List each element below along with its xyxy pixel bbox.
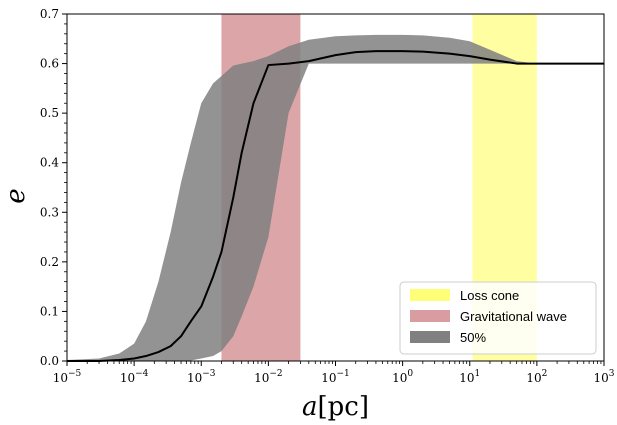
legend-swatch xyxy=(410,331,450,343)
median-line-layer xyxy=(67,50,604,362)
legend-label: Gravitational wave xyxy=(460,309,567,324)
x-tick-label: 100 xyxy=(392,369,413,385)
y-tick-label: 0.6 xyxy=(40,57,59,71)
y-tick-label: 0.4 xyxy=(40,156,59,170)
band-50pct xyxy=(67,34,604,361)
x-tick-label: 103 xyxy=(593,369,614,385)
x-tick-label: 102 xyxy=(526,369,547,385)
axis-ticks: 10−5 10−4 10−3 10−2 10−1 100 101 102 103 0.0 0.1 0.… xyxy=(40,7,615,385)
legend-label: 50% xyxy=(460,330,486,345)
y-tick-label: 0.2 xyxy=(40,255,59,269)
x-axis-label-unit: [pc] xyxy=(318,392,370,422)
y-tick-label: 0.3 xyxy=(40,205,59,219)
x-tick-label: 10−5 xyxy=(53,369,82,385)
legend-swatch xyxy=(410,289,450,301)
band-50pct-area xyxy=(67,34,604,361)
x-tick-label: 101 xyxy=(459,369,480,385)
y-tick-label: 0.5 xyxy=(40,106,59,120)
legend-label: Loss cone xyxy=(460,288,519,303)
y-axis-label: e xyxy=(1,188,31,203)
x-tick-label: 10−3 xyxy=(187,369,216,385)
x-tick-label: 10−1 xyxy=(321,369,350,385)
legend-swatch xyxy=(410,310,450,322)
x-tick-label: 10−4 xyxy=(120,369,149,385)
x-axis-label-variable: a xyxy=(302,392,318,422)
median-line xyxy=(67,50,604,362)
x-tick-label: 10−2 xyxy=(254,369,283,385)
legend: Loss cone Gravitational wave 50% xyxy=(399,281,597,355)
y-tick-label: 0.0 xyxy=(40,354,59,368)
x-axis-label: a[pc] xyxy=(302,392,369,422)
y-tick-label: 0.7 xyxy=(40,7,59,21)
y-tick-label: 0.1 xyxy=(40,304,59,318)
